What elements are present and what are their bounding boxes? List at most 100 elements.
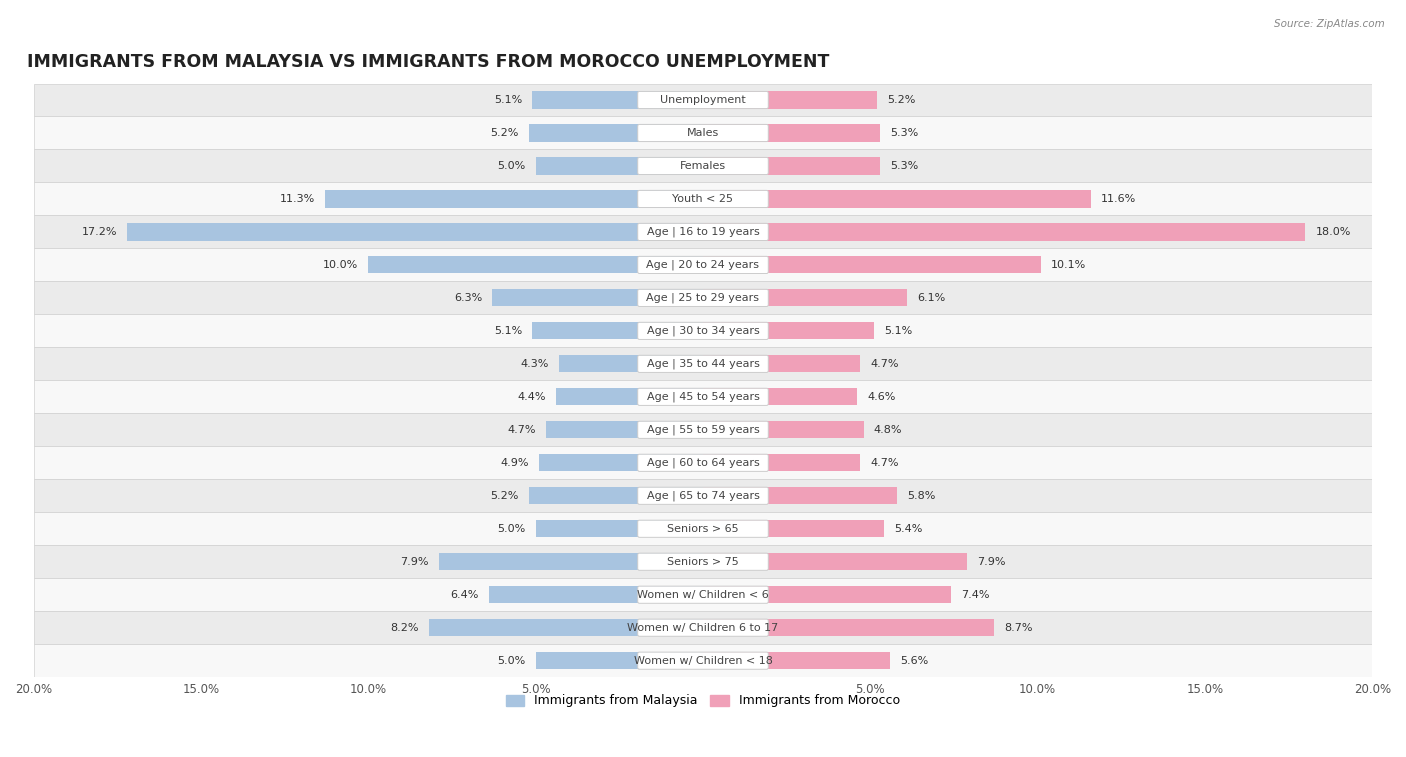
- Text: 4.3%: 4.3%: [520, 359, 548, 369]
- Bar: [34, 117, 1372, 149]
- FancyBboxPatch shape: [638, 190, 768, 207]
- Bar: [529, 488, 703, 504]
- Text: 6.4%: 6.4%: [450, 590, 478, 600]
- Text: 11.6%: 11.6%: [1101, 194, 1136, 204]
- Bar: [703, 421, 863, 438]
- Bar: [555, 388, 703, 406]
- Text: Age | 60 to 64 years: Age | 60 to 64 years: [647, 457, 759, 468]
- FancyBboxPatch shape: [638, 520, 768, 537]
- Bar: [703, 652, 890, 669]
- Bar: [536, 157, 703, 175]
- Text: Seniors > 75: Seniors > 75: [666, 556, 740, 567]
- Text: Women w/ Children < 6: Women w/ Children < 6: [637, 590, 769, 600]
- Text: 4.7%: 4.7%: [870, 458, 898, 468]
- Bar: [533, 92, 703, 108]
- Text: 10.0%: 10.0%: [323, 260, 359, 270]
- Text: 5.0%: 5.0%: [498, 161, 526, 171]
- Bar: [703, 322, 873, 339]
- Text: 5.1%: 5.1%: [494, 326, 522, 336]
- FancyBboxPatch shape: [638, 289, 768, 307]
- FancyBboxPatch shape: [638, 488, 768, 504]
- Text: 5.0%: 5.0%: [498, 656, 526, 665]
- Bar: [429, 619, 703, 637]
- Bar: [325, 190, 703, 207]
- Bar: [703, 454, 860, 472]
- Text: Age | 25 to 29 years: Age | 25 to 29 years: [647, 293, 759, 303]
- Legend: Immigrants from Malaysia, Immigrants from Morocco: Immigrants from Malaysia, Immigrants fro…: [501, 690, 905, 712]
- Text: Seniors > 65: Seniors > 65: [668, 524, 738, 534]
- Text: Age | 20 to 24 years: Age | 20 to 24 years: [647, 260, 759, 270]
- Bar: [34, 248, 1372, 282]
- FancyBboxPatch shape: [638, 124, 768, 142]
- Bar: [703, 553, 967, 570]
- Text: 6.3%: 6.3%: [454, 293, 482, 303]
- Bar: [703, 190, 1091, 207]
- FancyBboxPatch shape: [638, 586, 768, 603]
- Text: Age | 35 to 44 years: Age | 35 to 44 years: [647, 359, 759, 369]
- Bar: [34, 380, 1372, 413]
- Bar: [546, 421, 703, 438]
- Bar: [703, 619, 994, 637]
- FancyBboxPatch shape: [638, 388, 768, 406]
- Text: Age | 30 to 34 years: Age | 30 to 34 years: [647, 326, 759, 336]
- Text: 4.7%: 4.7%: [508, 425, 536, 435]
- Text: 18.0%: 18.0%: [1316, 227, 1351, 237]
- Text: 7.4%: 7.4%: [960, 590, 990, 600]
- Bar: [34, 83, 1372, 117]
- Bar: [536, 652, 703, 669]
- Text: 4.7%: 4.7%: [870, 359, 898, 369]
- Bar: [703, 92, 877, 108]
- Text: 11.3%: 11.3%: [280, 194, 315, 204]
- Text: Age | 16 to 19 years: Age | 16 to 19 years: [647, 226, 759, 237]
- Bar: [34, 512, 1372, 545]
- Text: 5.3%: 5.3%: [890, 161, 918, 171]
- Text: Age | 65 to 74 years: Age | 65 to 74 years: [647, 491, 759, 501]
- Text: Age | 55 to 59 years: Age | 55 to 59 years: [647, 425, 759, 435]
- Bar: [489, 586, 703, 603]
- Bar: [368, 257, 703, 273]
- Text: 4.9%: 4.9%: [501, 458, 529, 468]
- FancyBboxPatch shape: [638, 553, 768, 570]
- Text: 5.8%: 5.8%: [907, 491, 935, 501]
- Bar: [128, 223, 703, 241]
- Bar: [34, 314, 1372, 347]
- FancyBboxPatch shape: [638, 619, 768, 637]
- Bar: [529, 124, 703, 142]
- Text: 10.1%: 10.1%: [1052, 260, 1087, 270]
- Text: Females: Females: [681, 161, 725, 171]
- FancyBboxPatch shape: [638, 223, 768, 241]
- Bar: [34, 545, 1372, 578]
- Bar: [34, 644, 1372, 678]
- FancyBboxPatch shape: [638, 421, 768, 438]
- Text: 5.6%: 5.6%: [900, 656, 929, 665]
- Bar: [34, 216, 1372, 248]
- Text: Unemployment: Unemployment: [661, 95, 745, 105]
- Text: 5.1%: 5.1%: [494, 95, 522, 105]
- Bar: [703, 488, 897, 504]
- Text: 4.8%: 4.8%: [873, 425, 903, 435]
- Bar: [560, 355, 703, 372]
- Bar: [34, 282, 1372, 314]
- Bar: [703, 223, 1306, 241]
- Bar: [492, 289, 703, 307]
- Bar: [703, 289, 907, 307]
- Bar: [703, 355, 860, 372]
- FancyBboxPatch shape: [638, 322, 768, 339]
- Bar: [703, 388, 858, 406]
- FancyBboxPatch shape: [638, 652, 768, 669]
- Bar: [34, 479, 1372, 512]
- FancyBboxPatch shape: [638, 355, 768, 372]
- Text: 8.2%: 8.2%: [389, 623, 419, 633]
- Bar: [34, 182, 1372, 216]
- Bar: [439, 553, 703, 570]
- Bar: [34, 413, 1372, 447]
- Text: Age | 45 to 54 years: Age | 45 to 54 years: [647, 391, 759, 402]
- Bar: [34, 447, 1372, 479]
- Text: Women w/ Children < 18: Women w/ Children < 18: [634, 656, 772, 665]
- Text: 8.7%: 8.7%: [1004, 623, 1033, 633]
- Bar: [703, 124, 880, 142]
- FancyBboxPatch shape: [638, 454, 768, 472]
- Text: Women w/ Children 6 to 17: Women w/ Children 6 to 17: [627, 623, 779, 633]
- Text: 5.2%: 5.2%: [491, 128, 519, 138]
- Text: 5.4%: 5.4%: [894, 524, 922, 534]
